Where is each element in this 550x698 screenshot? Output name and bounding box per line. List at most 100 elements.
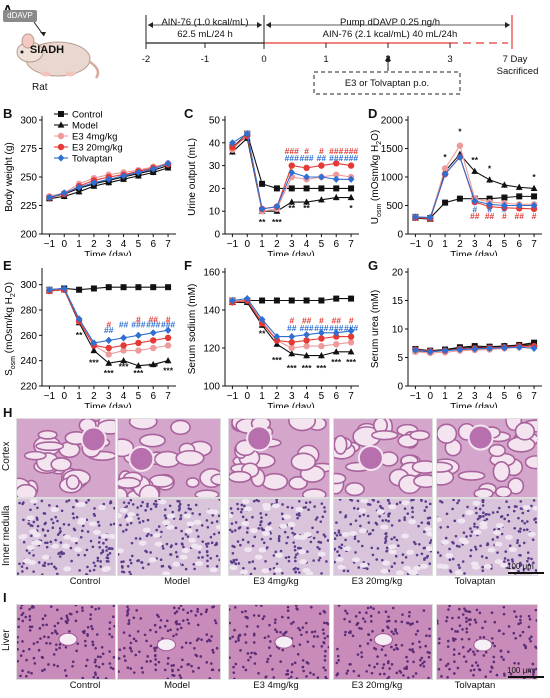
x-axis-label: Time (day) (84, 402, 131, 408)
significance-mark: *** (331, 357, 342, 367)
x-tick-label: 7 (531, 239, 537, 250)
x-tick-label: 2 (91, 239, 97, 250)
y-tick-label: 2000 (381, 116, 404, 127)
x-tick-label: 5 (319, 239, 325, 250)
data-point (288, 185, 295, 192)
data-point (303, 342, 310, 350)
x-tick-label: 6 (333, 391, 339, 402)
legend-item: Tolvaptan (72, 154, 113, 165)
tick-label: 0 (261, 54, 267, 65)
significance-mark: # (319, 146, 324, 156)
data-point (150, 344, 157, 352)
data-point (135, 331, 142, 339)
panel-label-b: B (3, 106, 13, 121)
data-point (501, 201, 508, 210)
x-tick-label: 1 (76, 239, 82, 250)
data-point (303, 198, 310, 205)
data-point (531, 193, 538, 200)
data-point (90, 339, 98, 347)
data-point (333, 295, 340, 302)
column-label: E3 20mg/kg (351, 576, 403, 587)
significance-mark: ## (149, 315, 159, 325)
x-tick-label: 7 (165, 239, 171, 250)
cortex-micrograph (16, 418, 116, 498)
x-tick-label: 4 (304, 391, 310, 402)
significance-mark: ** (76, 330, 83, 340)
panel-label-a: A (3, 2, 12, 17)
x-tick-label: 3 (289, 391, 295, 402)
cortex-micrograph (333, 418, 433, 498)
x-tick-label: −1 (410, 239, 422, 250)
data-point (273, 333, 281, 341)
y-tick-label: 225 (20, 201, 37, 212)
significance-mark: ## (287, 323, 297, 333)
liver-micrograph (228, 604, 330, 680)
y-tick-label: 1500 (381, 144, 404, 155)
x-axis-label: Time (day) (267, 250, 314, 256)
row-label-cortex: Cortex (1, 441, 12, 471)
data-point (149, 165, 157, 173)
y-tick-label: 120 (203, 344, 220, 355)
data-point (348, 295, 355, 302)
significance-mark: ### (285, 153, 299, 163)
panel-label-f: F (184, 258, 192, 273)
data-point (288, 333, 296, 341)
significance-mark: *** (272, 355, 283, 365)
significance-mark: # (166, 315, 171, 325)
data-point (318, 335, 325, 342)
data-point (135, 339, 142, 347)
column-label: Tolvaptan (454, 576, 496, 587)
data-point (318, 297, 325, 304)
data-point (318, 342, 325, 350)
series-tolvaptan (229, 130, 355, 213)
series-tolvaptan (412, 343, 538, 356)
data-point (135, 362, 142, 369)
data-point (456, 153, 464, 161)
data-point (165, 284, 172, 291)
significance-mark: ### (131, 320, 145, 330)
data-point (46, 286, 53, 294)
x-axis-label: Time (day) (267, 402, 314, 408)
data-point (288, 344, 295, 352)
x-tick-label: 6 (150, 391, 156, 402)
column-label: Control (69, 680, 101, 691)
data-point (412, 213, 419, 221)
x-tick-label: 5 (319, 391, 325, 402)
data-point (303, 185, 310, 192)
x-tick-label: 6 (150, 239, 156, 250)
data-point (303, 331, 310, 339)
y-axis-label: Serum urea (mM) (370, 290, 381, 368)
significance-mark: # (502, 211, 507, 221)
data-point (229, 139, 236, 147)
data-point (288, 198, 296, 205)
significance-mark: *** (119, 362, 130, 372)
panel-label-e: E (3, 258, 12, 273)
x-tick-label: 4 (304, 239, 310, 250)
significance-mark: * (443, 152, 447, 162)
x-tick-label: 0 (244, 391, 250, 402)
data-point (441, 347, 449, 355)
data-point (229, 144, 236, 151)
panel-label-g: G (368, 258, 379, 273)
x-tick-label: −1 (227, 391, 239, 402)
y-tick-label: 220 (20, 382, 37, 393)
data-point (303, 337, 310, 344)
x-tick-label: −1 (44, 239, 56, 250)
panel-label-i: I (3, 590, 7, 605)
x-tick-label: −1 (227, 239, 239, 250)
data-point (90, 285, 97, 292)
x-tick-label: 1 (259, 391, 265, 402)
data-point (333, 341, 340, 348)
y-tick-label: 280 (20, 306, 37, 317)
y-tick-label: 160 (203, 268, 220, 279)
y-tick-label: 140 (203, 306, 220, 317)
data-point (333, 185, 340, 192)
series-tolvaptan (46, 159, 172, 202)
liver-micrograph (436, 604, 538, 680)
data-point (333, 171, 340, 178)
cortex-micrograph (436, 418, 538, 498)
data-point (442, 199, 449, 206)
medulla-micrograph (16, 498, 116, 576)
